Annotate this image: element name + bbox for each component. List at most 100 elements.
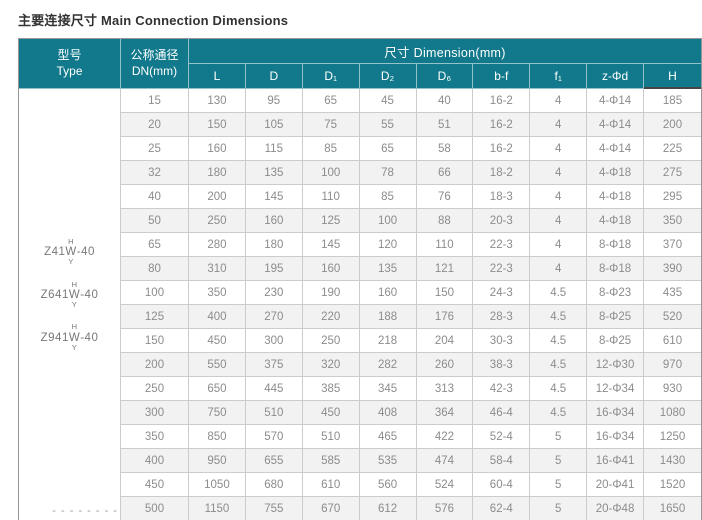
header-sub-row: L D D₁ D₂ D₆ b-f f₁ z-Φd H [19,64,701,89]
table-cell: 20-Φ48 [587,497,644,520]
table-cell: 12-Φ34 [587,377,644,401]
table-cell: 16-Φ34 [587,401,644,425]
table-cell: 60-4 [473,473,531,497]
table-cell: 16-2 [473,137,531,161]
table-cell: 20-3 [473,209,531,233]
table-cell: 30-3 [473,329,531,353]
table-cell: 310 [189,257,246,281]
table-cell: 188 [359,305,417,329]
table-cell: 4 [530,257,588,281]
table-cell: 4-Φ18 [587,185,644,209]
table-cell: 105 [245,113,303,137]
table-cell: 345 [359,377,417,401]
table-cell: 612 [359,497,417,520]
table-cell: 4.5 [530,353,588,377]
table-cell: 385 [302,377,360,401]
table-cell: 110 [416,233,474,257]
table-cell: 4-Φ14 [587,89,644,113]
table-cell: 655 [245,449,303,473]
table-cell: 4.5 [530,329,588,353]
table-cell: 4-Φ14 [587,137,644,161]
table-cell: 15 [121,89,189,113]
table-cell: 680 [245,473,303,497]
table-cell: 370 [644,233,701,257]
table-cell: 176 [416,305,474,329]
table-row: 400 950 655 585 535 474 58-4 5 16-Φ41 1430 [19,449,701,473]
table-cell: 320 [302,353,360,377]
table-cell: 8-Φ23 [587,281,644,305]
table-cell: 950 [189,449,246,473]
table-cell: 22-3 [473,233,531,257]
table-cell: 4 [530,185,588,209]
table-cell: 576 [416,497,474,520]
table-cell: 610 [302,473,360,497]
table-cell: 1150 [189,497,246,520]
table-cell: 32 [121,161,189,185]
table-cell: 422 [416,425,474,449]
column-header-5: b-f [473,64,531,89]
table-cell: 20-Φ41 [587,473,644,497]
table-row: 65 280 180 145 120 110 22-3 4 8-Φ18 370 [19,233,701,257]
table-cell: 45 [359,89,417,113]
table-cell: 4 [530,161,588,185]
table-cell: 280 [189,233,246,257]
table-cell: 250 [121,377,189,401]
table-cell: 5 [530,497,588,520]
table-cell: 218 [359,329,417,353]
table-cell: 8-Φ18 [587,233,644,257]
table-cell: 270 [245,305,303,329]
table-cell: 180 [189,161,246,185]
table-cell: 185 [644,89,701,113]
table-cell: 80 [121,257,189,281]
column-header-4: D₆ [416,64,474,89]
table-cell: 150 [121,329,189,353]
column-header-8: H [644,64,701,89]
table-cell: 1080 [644,401,701,425]
table-row: 32 180 135 100 78 66 18-2 4 4-Φ18 275 [19,161,701,185]
table-cell: 220 [302,305,360,329]
table-cell: 16-Φ41 [587,449,644,473]
table-cell: 670 [302,497,360,520]
table-cell: 52-4 [473,425,531,449]
table-cell: 160 [189,137,246,161]
type-model: Z941 H W Y -40 [40,322,99,352]
table-cell: 190 [302,281,360,305]
table-cell: 850 [189,425,246,449]
page-title: 主要连接尺寸 Main Connection Dimensions [18,13,289,28]
table-cell: 1520 [644,473,701,497]
table-row: 450 1050 680 610 560 524 60-4 5 20-Φ41 1520 [19,473,701,497]
table-cell: 300 [121,401,189,425]
table-row: 350 850 570 510 465 422 52-4 5 16-Φ34 1250 [19,425,701,449]
table-cell: 66 [416,161,474,185]
table-cell: 4 [530,89,588,113]
table-cell: 4.5 [530,401,588,425]
table-row: 40 200 145 110 85 76 18-3 4 4-Φ18 295 [19,185,701,209]
table-cell: 275 [644,161,701,185]
table-cell: 750 [189,401,246,425]
table-cell: 125 [302,209,360,233]
column-header-2: D₁ [302,64,360,89]
column-header-dn-en: DN(mm) [131,63,178,78]
table-row: 300 750 510 450 408 364 46-4 4.5 16-Φ34 1080 [19,401,701,425]
table-cell: 16-Φ34 [587,425,644,449]
table-cell: 4-Φ18 [587,161,644,185]
table-cell: 78 [359,161,417,185]
table-cell: 350 [121,425,189,449]
table-cell: 100 [121,281,189,305]
table-cell: 610 [644,329,701,353]
table-cell: 160 [245,209,303,233]
table-cell: 510 [302,425,360,449]
table-cell: 390 [644,257,701,281]
table-cell: 24-3 [473,281,531,305]
table-cell: 12-Φ30 [587,353,644,377]
table-cell: 8-Φ25 [587,329,644,353]
table-cell: 250 [189,209,246,233]
table-cell: 400 [121,449,189,473]
table-cell: 300 [245,329,303,353]
table-cell: 8-Φ25 [587,305,644,329]
table-cell: 650 [189,377,246,401]
table-row: 20 150 105 75 55 51 16-2 4 4-Φ14 200 [19,113,701,137]
table-cell: 510 [245,401,303,425]
table-cell: 65 [302,89,360,113]
